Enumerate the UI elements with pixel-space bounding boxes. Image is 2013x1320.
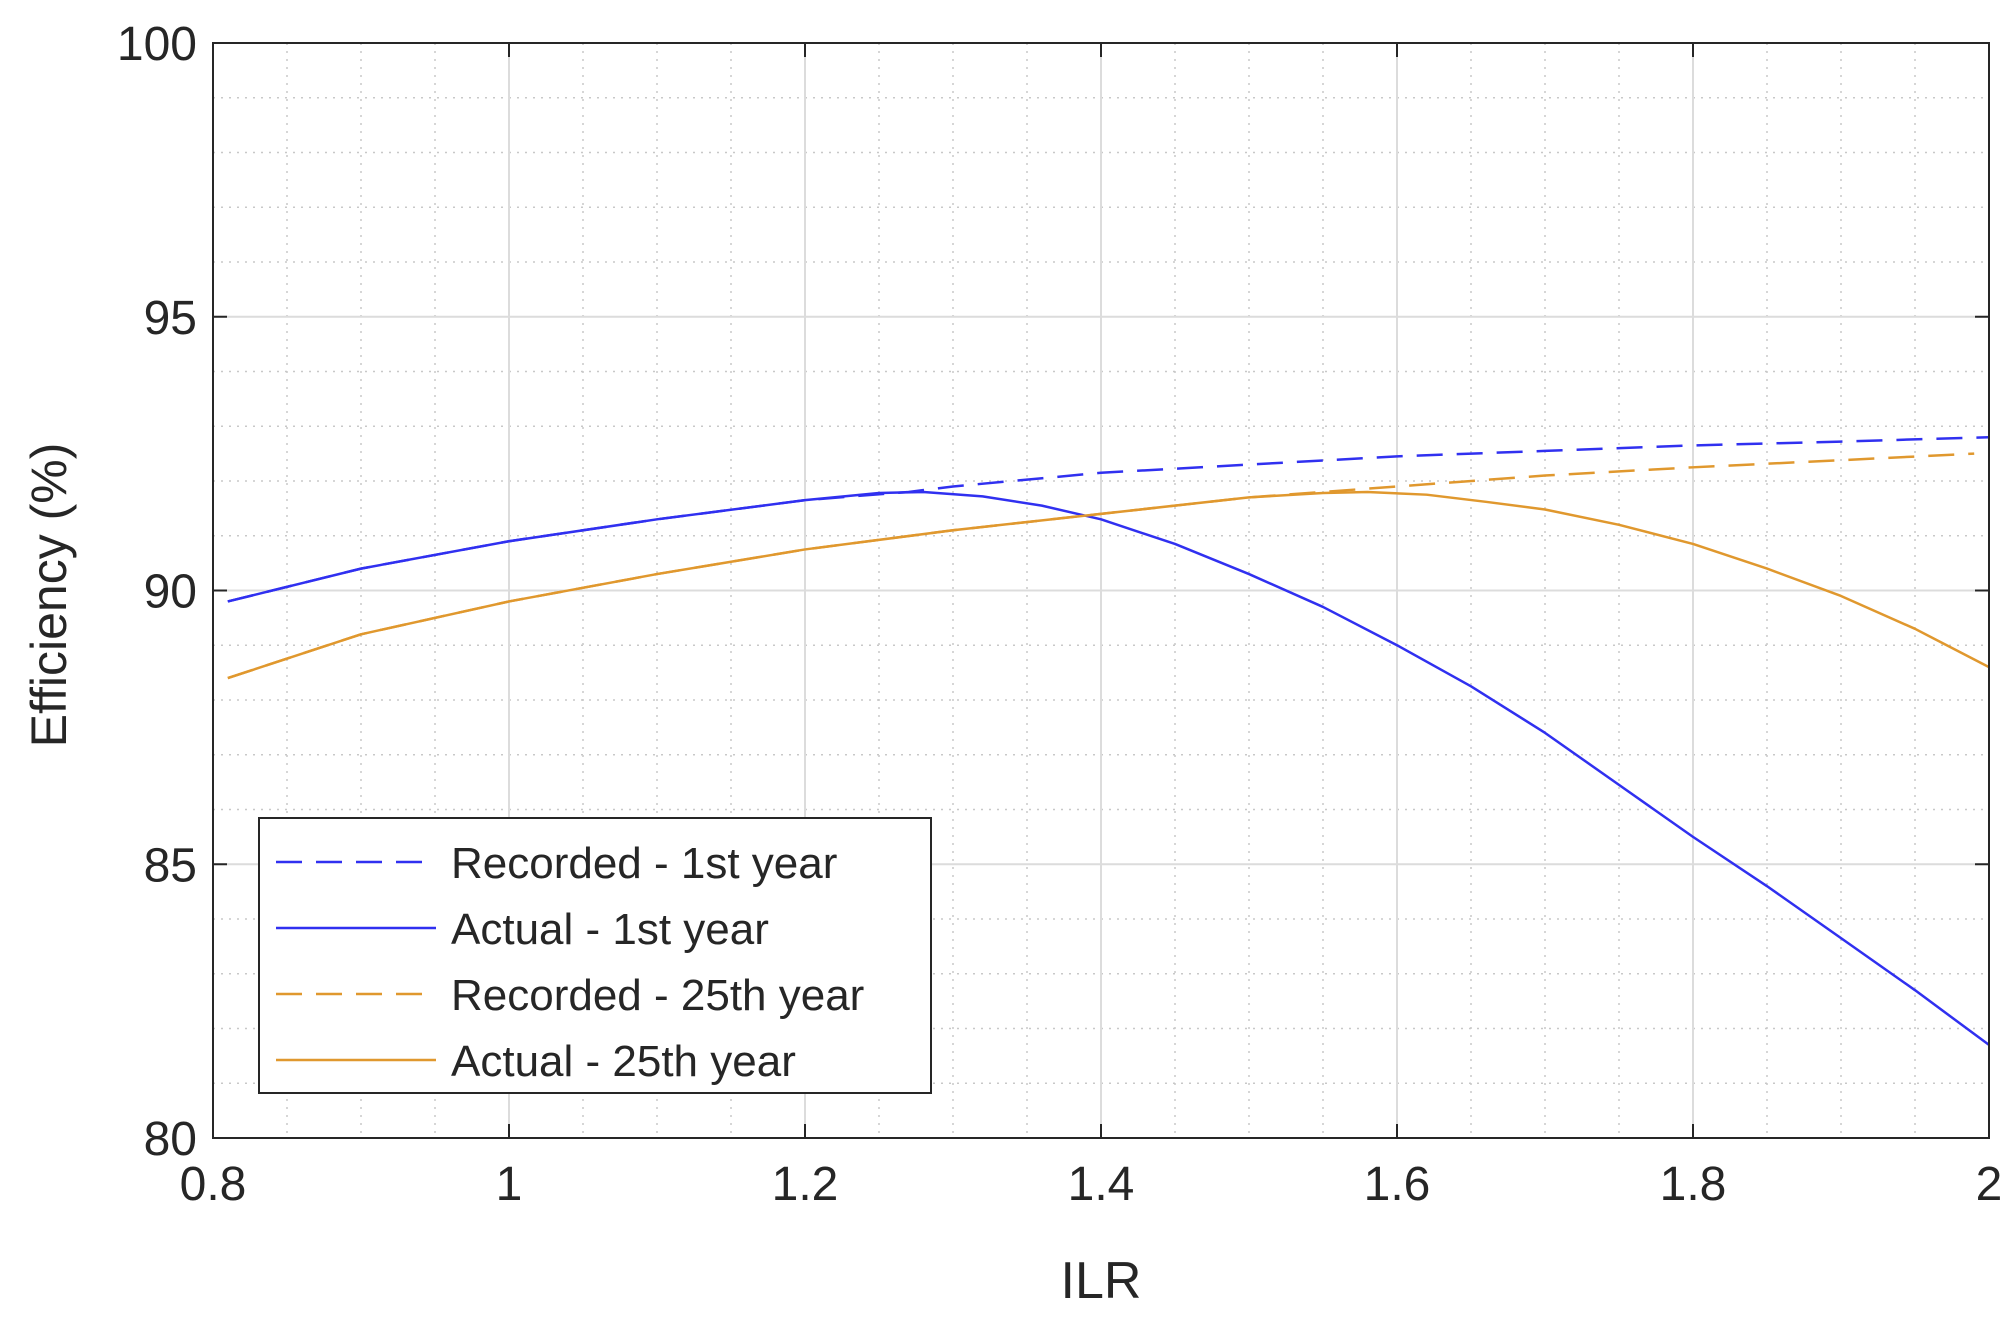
- legend: Recorded - 1st year Actual - 1st year Reco…: [258, 817, 932, 1094]
- y-tick-label: 85: [144, 839, 197, 892]
- x-tick-label: 1.6: [1364, 1158, 1431, 1211]
- y-tick-label: 95: [144, 292, 197, 345]
- series-line-3: [227, 490, 1990, 680]
- ticks: 0.8 1 1.2 1.4 1.6 1.8 2 80 85 90 95 100: [117, 18, 2002, 1211]
- series-line-1: [227, 490, 1990, 1046]
- x-tick-label: 2: [1976, 1158, 2003, 1211]
- y-axis-label: Efficiency (%): [21, 443, 77, 748]
- x-tick-label: 1.8: [1660, 1158, 1727, 1211]
- legend-box: [258, 817, 932, 1094]
- legend-label: Actual - 1st year: [451, 905, 769, 954]
- legend-label: Recorded - 25th year: [451, 971, 864, 1020]
- y-tick-label: 100: [117, 18, 197, 71]
- x-tick-label: 1.4: [1068, 1158, 1135, 1211]
- x-tick-label: 0.8: [180, 1158, 247, 1211]
- y-tick-label: 90: [144, 566, 197, 619]
- legend-label: Actual - 25th year: [451, 1037, 796, 1086]
- x-tick-label: 1.2: [772, 1158, 839, 1211]
- legend-label: Recorded - 1st year: [451, 839, 837, 888]
- y-tick-label: 80: [144, 1113, 197, 1166]
- x-axis-label: ILR: [1061, 1252, 1142, 1310]
- series-line-0: [227, 435, 1990, 603]
- x-tick-label: 1: [496, 1158, 523, 1211]
- series-lines: [227, 435, 1990, 1046]
